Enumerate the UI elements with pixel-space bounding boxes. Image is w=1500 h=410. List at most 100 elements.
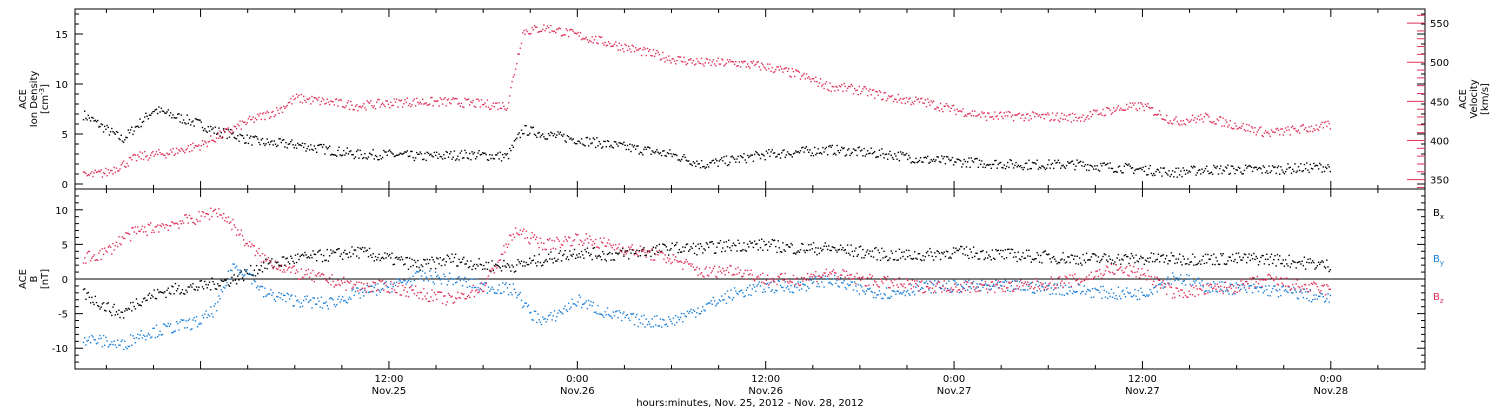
bx-point <box>1296 261 1299 264</box>
by-point <box>539 321 542 323</box>
bx-point <box>1310 262 1313 264</box>
by-point <box>258 289 260 291</box>
bz-point <box>692 266 695 268</box>
by-point <box>936 282 938 284</box>
velocity-point <box>1271 131 1274 133</box>
velocity-point <box>978 113 981 116</box>
by-point <box>963 287 965 290</box>
bx-point <box>514 270 517 272</box>
bx-point <box>837 249 839 251</box>
bx-point <box>1034 258 1036 260</box>
bz-point <box>420 291 423 294</box>
velocity-point <box>539 30 542 33</box>
density-point <box>1288 167 1290 169</box>
velocity-point <box>1230 127 1233 129</box>
density-point <box>1326 167 1328 170</box>
velocity-point <box>200 145 202 147</box>
bx-point <box>990 259 992 261</box>
bx-point <box>512 266 514 268</box>
density-point <box>861 149 863 151</box>
by-point <box>291 294 293 296</box>
bx-point <box>1100 259 1102 262</box>
by-point <box>251 283 253 285</box>
velocity-point <box>874 97 876 99</box>
velocity-point <box>433 100 436 102</box>
bx-point <box>511 264 513 266</box>
bx-point <box>756 243 758 245</box>
velocity-point <box>307 98 310 101</box>
by-point <box>506 287 509 289</box>
bx-point <box>1195 264 1197 266</box>
density-point <box>1016 166 1018 168</box>
by-point <box>86 340 88 342</box>
by-point <box>978 283 981 285</box>
density-point <box>532 126 534 128</box>
velocity-point <box>247 118 250 120</box>
velocity-point <box>1163 119 1165 121</box>
bz-point <box>683 262 685 264</box>
by-point <box>301 305 304 308</box>
bx-point <box>1247 256 1249 259</box>
density-point <box>673 154 676 156</box>
density-point <box>1246 167 1248 169</box>
density-point <box>142 120 145 123</box>
velocity-point <box>943 105 945 107</box>
velocity-point <box>104 173 106 175</box>
velocity-point <box>1131 102 1134 104</box>
by-point <box>504 283 506 286</box>
bz-point <box>159 224 161 226</box>
bz-point <box>197 220 199 223</box>
bz-point <box>465 298 467 300</box>
density-point <box>927 155 929 157</box>
by-point <box>984 283 987 285</box>
by-point <box>798 289 801 291</box>
velocity-point <box>268 117 271 119</box>
by-point <box>717 302 719 304</box>
density-point <box>1240 171 1242 173</box>
bx-point <box>736 250 738 252</box>
density-point <box>1313 162 1315 165</box>
density-point <box>401 153 404 155</box>
by-point <box>1105 291 1108 293</box>
by-point <box>152 327 154 330</box>
by-point <box>1194 282 1196 284</box>
bx-point <box>1102 255 1104 258</box>
velocity-point <box>600 36 603 38</box>
bx-point <box>960 245 962 248</box>
bx-point <box>1113 263 1115 265</box>
density-point <box>536 136 538 138</box>
by-point <box>1251 291 1254 294</box>
density-point <box>1168 170 1170 172</box>
bz-point <box>742 275 744 277</box>
velocity-point <box>514 68 517 70</box>
density-point <box>1268 165 1270 167</box>
velocity-point <box>1197 115 1200 117</box>
density-point <box>391 152 393 154</box>
density-point <box>595 146 597 149</box>
bz-point <box>522 230 524 232</box>
bz-point <box>776 283 778 286</box>
bx-point <box>618 252 620 254</box>
velocity-point <box>952 104 955 106</box>
density-point <box>699 167 702 169</box>
by-point <box>671 323 673 325</box>
density-point <box>890 154 892 156</box>
density-point <box>1269 171 1271 174</box>
bx-point <box>224 279 226 281</box>
bx-point <box>1184 263 1187 265</box>
bz-point <box>144 226 146 228</box>
by-point <box>513 288 516 290</box>
bx-point <box>217 283 219 285</box>
by-point <box>502 282 504 284</box>
by-point <box>454 282 457 284</box>
bx-point <box>776 251 778 254</box>
bx-point <box>958 248 961 250</box>
bz-point <box>398 282 400 285</box>
bx-point <box>692 242 695 245</box>
by-point <box>1221 281 1223 283</box>
bx-point <box>1101 258 1103 260</box>
bz-point <box>757 275 759 277</box>
density-point <box>691 164 693 167</box>
velocity-point <box>1312 130 1314 133</box>
by-point <box>202 317 205 319</box>
